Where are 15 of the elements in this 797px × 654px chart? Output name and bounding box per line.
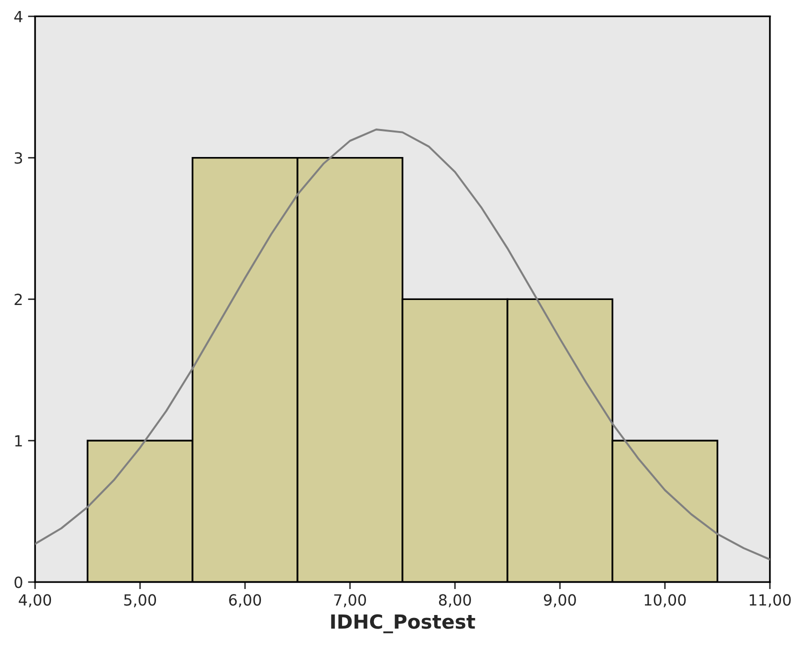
line-series [35,128,770,560]
y-tick-label: 0 [14,576,22,588]
y-tick-label: 4 [14,11,22,22]
x-tick-label: 5,00 [124,594,156,608]
x-tick-label: 6,00 [229,594,262,608]
x-tick-label: 11,00 [750,594,791,608]
x-tick-label: 9,00 [544,594,576,608]
y-tick-label: 1 [15,435,22,446]
y-tick-label: 2 [14,294,22,306]
x-tick-label: 4,00 [18,594,52,608]
y-tick-label: 3 [14,152,22,164]
x-tick-label: 7,00 [334,594,366,608]
x-tick-label: 10,00 [644,594,686,608]
x-tick-label: 8,00 [439,594,471,608]
x-axis-title: IDHC_Postest [331,614,476,634]
